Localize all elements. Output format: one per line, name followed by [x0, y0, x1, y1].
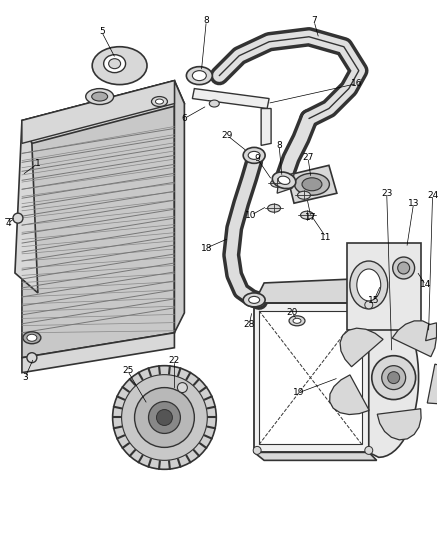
Ellipse shape	[271, 179, 283, 187]
Text: 6: 6	[181, 114, 187, 123]
Ellipse shape	[92, 47, 147, 85]
Ellipse shape	[249, 296, 260, 303]
Polygon shape	[261, 109, 271, 146]
Text: 24: 24	[427, 191, 438, 200]
Ellipse shape	[23, 332, 41, 344]
Ellipse shape	[152, 96, 167, 107]
Ellipse shape	[243, 148, 265, 163]
Text: 20: 20	[286, 309, 298, 317]
Ellipse shape	[92, 92, 108, 101]
Ellipse shape	[155, 99, 163, 104]
Ellipse shape	[294, 173, 329, 195]
Circle shape	[372, 356, 416, 400]
Ellipse shape	[104, 55, 126, 72]
Circle shape	[177, 383, 187, 393]
Polygon shape	[254, 453, 377, 461]
Circle shape	[365, 447, 373, 454]
Text: 4: 4	[5, 219, 11, 228]
Text: 5: 5	[99, 27, 105, 36]
Ellipse shape	[86, 88, 113, 104]
Circle shape	[148, 401, 180, 433]
Polygon shape	[340, 328, 383, 367]
Text: 8: 8	[276, 141, 282, 150]
Ellipse shape	[268, 204, 281, 212]
Text: 29: 29	[222, 131, 233, 140]
Ellipse shape	[302, 178, 322, 191]
Polygon shape	[347, 243, 420, 330]
Ellipse shape	[248, 151, 260, 159]
Ellipse shape	[300, 211, 314, 219]
Text: 8: 8	[203, 17, 209, 25]
Polygon shape	[15, 120, 38, 293]
Text: 13: 13	[408, 199, 419, 208]
Polygon shape	[392, 321, 436, 357]
Polygon shape	[22, 333, 174, 373]
Text: 17: 17	[305, 213, 317, 222]
Text: 16: 16	[351, 79, 363, 88]
Ellipse shape	[398, 262, 410, 274]
Circle shape	[27, 353, 37, 362]
Text: 11: 11	[320, 232, 332, 241]
Ellipse shape	[393, 257, 415, 279]
Text: 25: 25	[122, 366, 133, 375]
Text: 14: 14	[420, 280, 431, 289]
Polygon shape	[427, 364, 438, 403]
Circle shape	[253, 447, 261, 454]
Circle shape	[253, 299, 261, 307]
Ellipse shape	[209, 100, 219, 107]
Text: 15: 15	[368, 296, 379, 305]
Ellipse shape	[278, 176, 290, 184]
Ellipse shape	[293, 318, 301, 324]
Text: 1: 1	[35, 159, 41, 168]
Polygon shape	[330, 375, 369, 415]
Polygon shape	[22, 80, 174, 143]
Circle shape	[156, 409, 173, 425]
Circle shape	[388, 372, 399, 384]
Polygon shape	[254, 303, 369, 453]
Text: 19: 19	[293, 388, 305, 397]
Text: 3: 3	[22, 373, 28, 382]
Polygon shape	[369, 298, 419, 457]
Circle shape	[113, 366, 216, 470]
Ellipse shape	[297, 191, 311, 199]
Polygon shape	[277, 173, 294, 193]
Polygon shape	[259, 311, 362, 445]
Text: 22: 22	[169, 356, 180, 365]
Ellipse shape	[109, 59, 120, 69]
Ellipse shape	[350, 261, 388, 309]
Text: 27: 27	[302, 153, 314, 162]
Ellipse shape	[187, 67, 212, 85]
Polygon shape	[377, 409, 421, 440]
Text: 7: 7	[311, 17, 317, 25]
Polygon shape	[22, 80, 184, 143]
Circle shape	[13, 213, 23, 223]
Ellipse shape	[357, 269, 381, 301]
Ellipse shape	[243, 293, 265, 307]
Circle shape	[122, 375, 207, 461]
Text: 10: 10	[245, 211, 257, 220]
Circle shape	[382, 366, 406, 390]
Ellipse shape	[192, 71, 206, 80]
Polygon shape	[426, 323, 437, 341]
Ellipse shape	[289, 316, 305, 326]
Polygon shape	[254, 278, 377, 303]
Polygon shape	[287, 165, 337, 203]
Polygon shape	[174, 80, 184, 333]
Circle shape	[365, 301, 373, 309]
Text: 28: 28	[244, 320, 255, 329]
Circle shape	[134, 387, 194, 447]
Ellipse shape	[272, 172, 296, 189]
Ellipse shape	[27, 334, 37, 341]
Polygon shape	[192, 88, 269, 109]
Text: 18: 18	[201, 244, 212, 253]
Text: 23: 23	[381, 189, 392, 198]
Polygon shape	[22, 80, 174, 358]
Text: 9: 9	[254, 154, 260, 163]
